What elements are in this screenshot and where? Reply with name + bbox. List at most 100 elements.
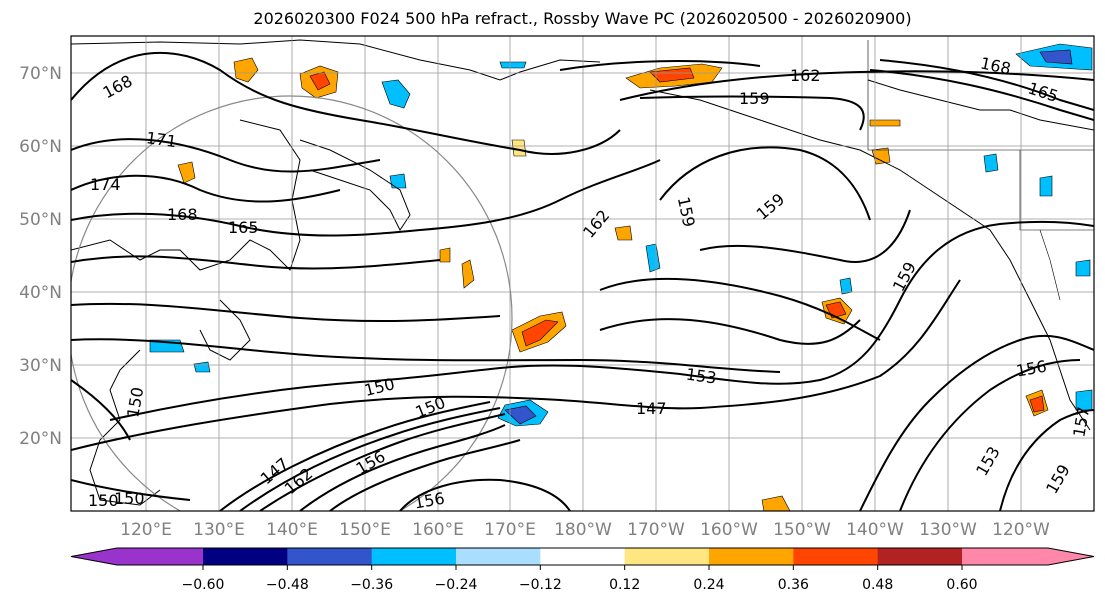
lon-label: 160°W — [700, 520, 758, 540]
colorbar-outline — [70, 547, 1095, 566]
contour-label: 162 — [790, 66, 821, 85]
contour-label: 165 — [228, 218, 259, 237]
contour-label: 162 — [579, 206, 613, 242]
contour-label: 147 — [636, 399, 667, 418]
lon-label: 130°W — [919, 520, 977, 540]
contour-label: 159 — [1042, 461, 1074, 497]
negative-anomaly-blob — [1075, 259, 1091, 277]
contour-label: 168 — [100, 71, 136, 102]
colorbar-segment — [624, 548, 710, 565]
colorbar-tick-label: −0.60 — [182, 577, 225, 593]
colorbar-segment — [709, 548, 794, 565]
negative-anomaly-blob — [645, 243, 661, 273]
colorbar-segment — [793, 548, 879, 565]
negative-anomaly-blob — [1039, 175, 1053, 197]
contour-label: 156 — [1015, 357, 1048, 381]
lon-label: 140°W — [846, 520, 904, 540]
colorbar-segment — [456, 548, 541, 565]
lon-label: 170°W — [627, 520, 685, 540]
colorbar-segments — [70, 547, 1095, 570]
lat-label: 20°N — [19, 429, 62, 449]
negative-anomaly-blob — [381, 79, 411, 109]
lon-label: 140°E — [266, 520, 318, 540]
contour-label: 168 — [979, 53, 1013, 78]
negative-anomaly-blob — [499, 61, 527, 69]
map-frame — [70, 35, 1095, 512]
map-title: 2026020300 F024 500 hPa refract., Rossby… — [253, 9, 912, 28]
colorbar-segment — [71, 548, 203, 565]
lat-label: 60°N — [19, 137, 62, 157]
lat-label: 70°N — [19, 64, 62, 84]
lon-label: 180°W — [554, 520, 612, 540]
colorbar-segment — [287, 548, 373, 565]
contour-label: 150 — [114, 489, 145, 508]
lat-label: 30°N — [19, 356, 62, 376]
negative-anomaly-blob — [1039, 49, 1073, 65]
contour-label: 156 — [353, 447, 389, 479]
colorbar: −0.60 −0.48 −0.36 −0.24 −0.12 0.12 0.24 0.36 0.4… — [70, 547, 1095, 593]
colorbar-segment — [877, 548, 963, 565]
contour-label: 153 — [685, 365, 718, 388]
colorbar-segment — [371, 548, 457, 565]
contour-label: 153 — [972, 443, 1004, 479]
negative-anomaly-blob — [983, 153, 999, 173]
contour-label: 159 — [889, 259, 920, 295]
colorbar-tick-label: −0.24 — [435, 577, 478, 593]
contour-label: 168 — [167, 205, 198, 224]
lon-label: 150°W — [773, 520, 831, 540]
colorbar-tick-label: 0.60 — [946, 577, 977, 593]
longitude-labels: 120°E 130°E 140°E 150°E 160°E 170°E 180°… — [120, 520, 1050, 540]
contour-label: 174 — [90, 175, 121, 194]
lon-label: 170°E — [484, 520, 536, 540]
colorbar-ticks: −0.60 −0.48 −0.36 −0.24 −0.12 0.12 0.24 0.36 0.4… — [182, 577, 978, 593]
lat-label: 50°N — [19, 210, 62, 230]
positive-anomaly-blob — [649, 67, 695, 83]
contour-label: 157 — [1069, 405, 1093, 438]
lon-label: 120°E — [120, 520, 172, 540]
positive-anomaly-blob — [869, 119, 901, 127]
contour-label: 159 — [753, 190, 789, 224]
graticule — [71, 36, 1094, 511]
colorbar-tick-label: 0.12 — [609, 577, 640, 593]
shaded-anomalies — [149, 43, 1093, 511]
positive-anomaly-blob — [761, 495, 791, 511]
contour-label: 159 — [674, 195, 699, 229]
contour-label: 156 — [413, 489, 446, 513]
negative-anomaly-blob — [193, 361, 211, 373]
positive-anomaly-blob — [1029, 395, 1045, 413]
positive-anomaly-blob — [461, 259, 475, 289]
contour-label: 159 — [739, 89, 770, 108]
contour-label: 150 — [88, 491, 119, 510]
lon-label: 120°W — [992, 520, 1050, 540]
boundaries — [867, 40, 1094, 301]
latitude-labels: 70°N 60°N 50°N 40°N 30°N 20°N — [19, 64, 62, 449]
colorbar-tick-label: 0.24 — [693, 577, 724, 593]
colorbar-segment — [540, 548, 626, 565]
colorbar-tick-label: 0.36 — [778, 577, 809, 593]
positive-anomaly-blob — [521, 319, 559, 347]
negative-anomaly-blob — [389, 173, 407, 189]
lon-label: 150°E — [339, 520, 391, 540]
colorbar-segment — [203, 548, 288, 565]
lon-label: 130°E — [193, 520, 245, 540]
contour-lines — [71, 51, 1094, 511]
positive-anomaly-blob — [439, 247, 451, 263]
lat-label: 40°N — [19, 283, 62, 303]
positive-anomaly-blob — [177, 161, 196, 184]
colorbar-tick-label: −0.36 — [350, 577, 393, 593]
negative-anomaly-blob — [504, 405, 537, 425]
colorbar-tick-label: −0.48 — [266, 577, 309, 593]
positive-anomaly-blob — [233, 57, 259, 83]
coastlines — [71, 39, 1094, 506]
positive-anomaly-blob — [614, 225, 633, 241]
lon-label: 160°E — [412, 520, 464, 540]
colorbar-tick-label: 0.48 — [862, 577, 893, 593]
colorbar-segment — [962, 548, 1094, 565]
positive-anomaly-blob — [511, 139, 527, 157]
contour-label: 150 — [123, 386, 147, 419]
contour-labels: 168 171 174 168 165 162 162 159 159 159 … — [88, 53, 1093, 513]
contour-label: 171 — [145, 128, 178, 151]
colorbar-tick-label: −0.12 — [519, 577, 562, 593]
contour-label: 150 — [362, 374, 396, 400]
